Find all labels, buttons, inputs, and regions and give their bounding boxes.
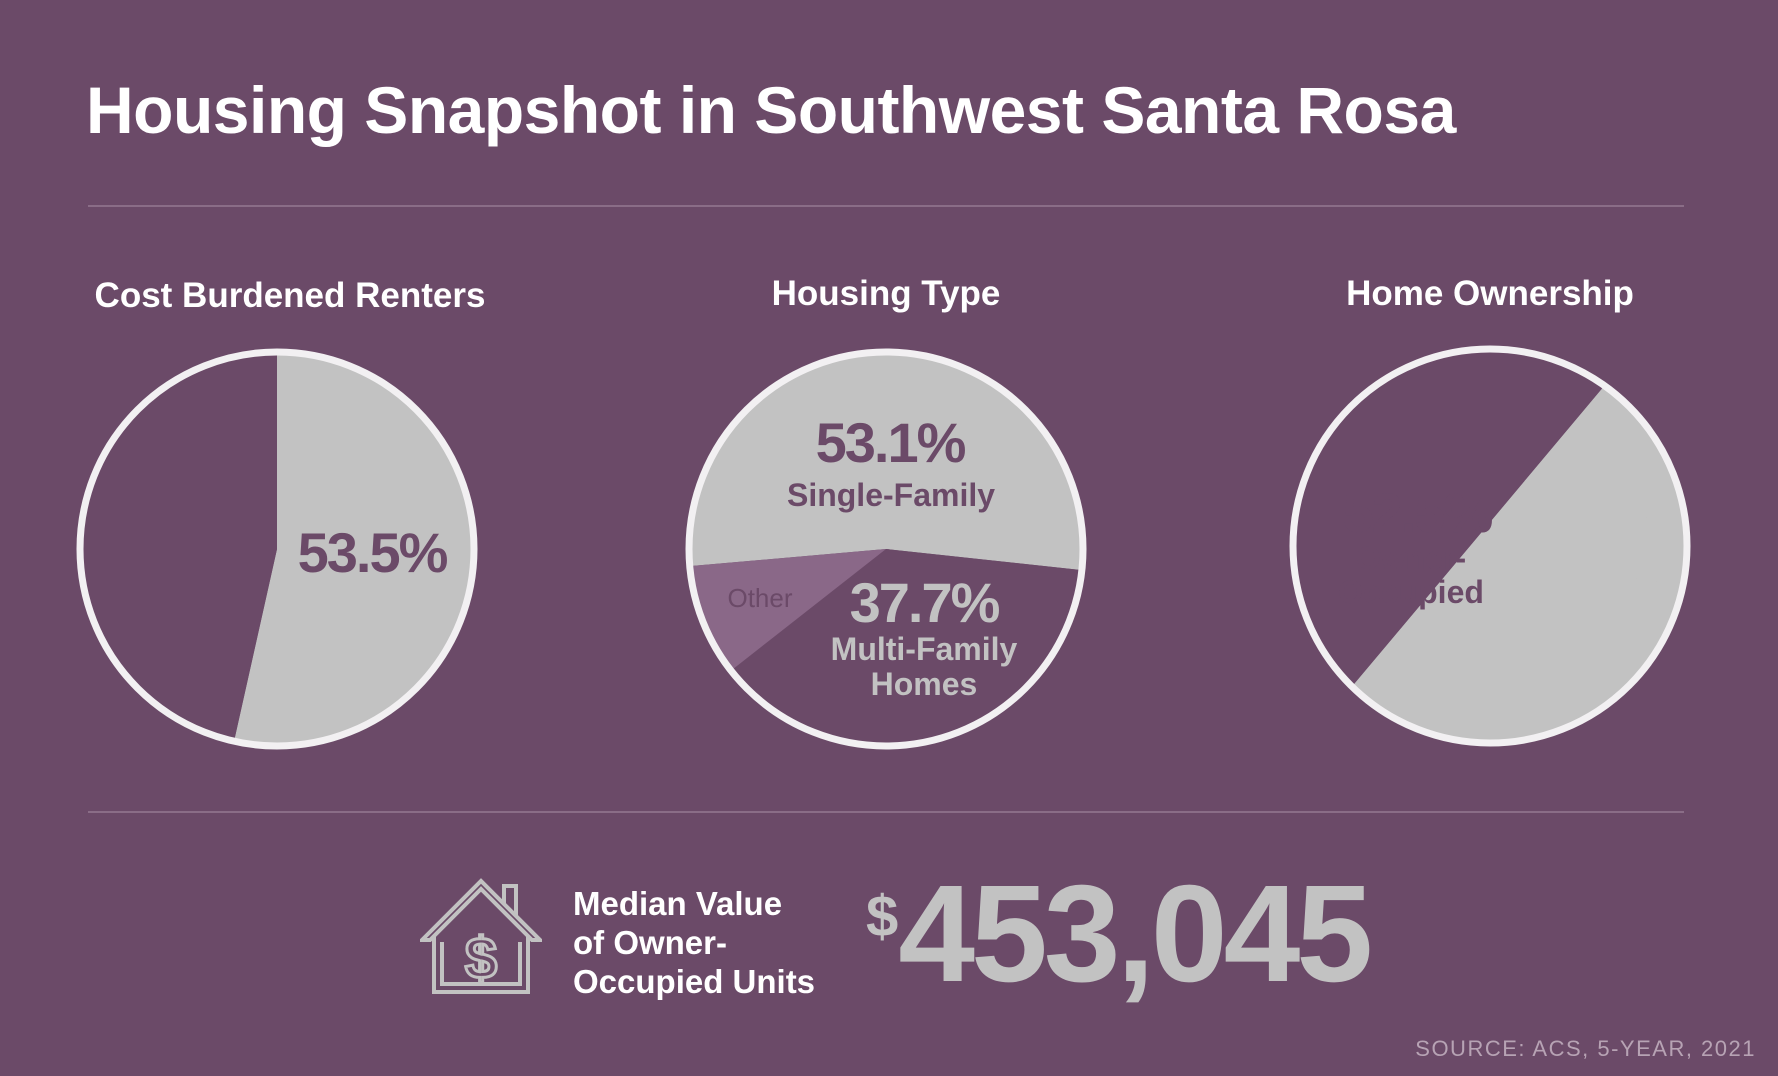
pie-slice (731, 549, 1082, 746)
pie-slice-value-label: 53.5% (298, 521, 448, 584)
pie-slice-category-label: Occupied (1338, 574, 1484, 610)
pie-slice (1351, 385, 1688, 744)
pie-charts: 53.5% 53.1%Single-Family 37.7%Multi-Family… (76, 345, 1691, 750)
pie-slice (689, 549, 886, 671)
median-value: $453,045 (866, 865, 1373, 1003)
pie-ring (685, 348, 1087, 750)
pie-ring (76, 348, 478, 750)
median-label-line-3: Occupied Units (573, 963, 816, 1000)
page-title: Housing Snapshot in Southwest Santa Rosa (86, 73, 1456, 147)
pie-slice-category-label: Renters (1540, 561, 1659, 597)
median-currency: $ (866, 884, 899, 949)
pie-slice (80, 352, 277, 742)
pie-chart-3: 52.5%Owner-Occupied 47.5%Renters (1289, 345, 1691, 747)
pie-slice-value-label: 37.7% (850, 571, 1000, 634)
pie-chart-1: 53.5% (76, 348, 478, 750)
house-dollar-icon: $ (420, 878, 542, 994)
median-label-line-2: of Owner- (573, 924, 727, 961)
median-number: 453,045 (898, 857, 1373, 1011)
svg-text:$: $ (465, 926, 497, 991)
bottom-divider (88, 811, 1684, 813)
pie-slice (1293, 349, 1605, 687)
pie-slice-category-label: Single-Family (787, 477, 995, 513)
pie-slice-category-label: Homes (871, 666, 978, 702)
pie-slice (689, 351, 1083, 571)
pie-slice (234, 352, 475, 746)
source-note: SOURCE: ACS, 5-YEAR, 2021 (1415, 1036, 1756, 1061)
pie-slice-category-label: Owner- (1356, 540, 1466, 576)
pie-slice-value-label: 53.1% (816, 411, 966, 474)
pie-slice-category-label: Multi-Family (831, 631, 1018, 667)
chart-title-home-ownership: Home Ownership (1346, 274, 1634, 313)
pie-chart-2: 53.1%Single-Family 37.7%Multi-FamilyHomes… (685, 348, 1087, 750)
chart-title-housing-type: Housing Type (771, 274, 1001, 313)
median-label-line-1: Median Value (573, 885, 783, 922)
pie-slice-value-label: 47.5% (1527, 501, 1677, 564)
pie-ring (1289, 345, 1691, 747)
top-divider (88, 205, 1684, 207)
pie-slice-value-label: Other (727, 583, 792, 613)
chart-title-cost-burdened: Cost Burdened Renters (94, 276, 486, 315)
pie-slice-value-label: 52.5% (1343, 481, 1493, 544)
median-value-label: Median Value of Owner- Occupied Units (573, 884, 815, 1001)
